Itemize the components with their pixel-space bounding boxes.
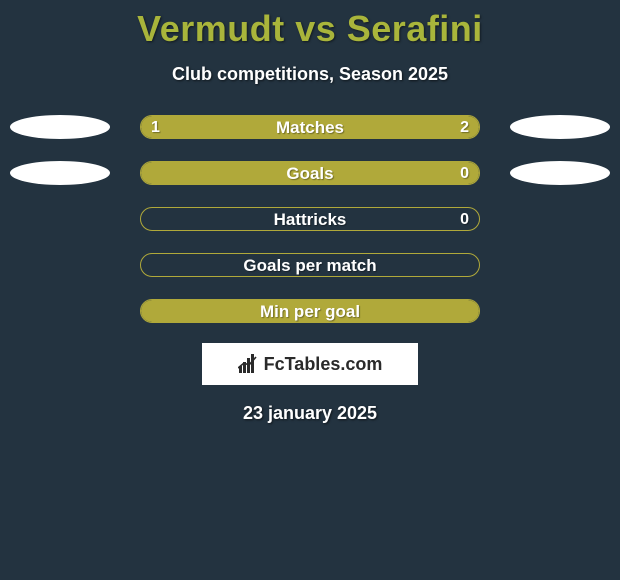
stat-label: Hattricks <box>141 208 479 231</box>
stat-bar-fill-right <box>254 116 479 138</box>
stat-row: Matches12 <box>0 113 620 141</box>
subtitle: Club competitions, Season 2025 <box>0 64 620 85</box>
logo-text: FcTables.com <box>264 354 383 375</box>
player-left-ellipse <box>10 161 110 185</box>
player-right-ellipse <box>510 115 610 139</box>
player-left-ellipse <box>10 115 110 139</box>
stat-bar-fill-left <box>141 116 254 138</box>
stat-bar-fill <box>141 300 479 322</box>
stat-row: Hattricks0 <box>0 205 620 233</box>
stat-bar-track: Goals0 <box>140 161 480 185</box>
chart-bars-icon <box>238 354 260 374</box>
stat-bar-track: Goals per match <box>140 253 480 277</box>
stat-row: Goals0 <box>0 159 620 187</box>
logo-box: FcTables.com <box>202 343 418 385</box>
stat-label: Goals per match <box>141 254 479 277</box>
stat-bar-track: Min per goal <box>140 299 480 323</box>
stat-bar-track: Matches12 <box>140 115 480 139</box>
date-text: 23 january 2025 <box>0 403 620 424</box>
page-title: Vermudt vs Serafini <box>0 0 620 50</box>
stat-value-right: 0 <box>460 208 469 231</box>
stats-rows: Matches12 Goals0 Hattricks0 Goals per match… <box>0 113 620 325</box>
stat-row: Goals per match <box>0 251 620 279</box>
stat-bar-track: Hattricks0 <box>140 207 480 231</box>
stat-row: Min per goal <box>0 297 620 325</box>
player-right-ellipse <box>510 161 610 185</box>
stat-bar-fill <box>141 162 479 184</box>
